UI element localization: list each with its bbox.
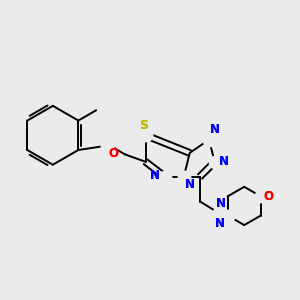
Text: N: N xyxy=(219,155,229,168)
Text: O: O xyxy=(264,190,274,203)
Text: N: N xyxy=(216,197,226,210)
Text: N: N xyxy=(149,169,159,182)
Text: N: N xyxy=(210,123,220,136)
Text: O: O xyxy=(264,190,274,203)
Text: N: N xyxy=(210,123,220,136)
Text: N: N xyxy=(215,217,225,230)
Text: N: N xyxy=(185,178,195,191)
Text: S: S xyxy=(140,119,148,132)
Text: N: N xyxy=(216,197,226,210)
Text: N: N xyxy=(149,169,159,182)
Text: O: O xyxy=(109,147,119,160)
Text: N: N xyxy=(215,217,225,230)
Text: S: S xyxy=(140,119,148,132)
Text: N: N xyxy=(185,178,195,191)
Text: N: N xyxy=(219,155,229,168)
Text: O: O xyxy=(109,147,119,160)
